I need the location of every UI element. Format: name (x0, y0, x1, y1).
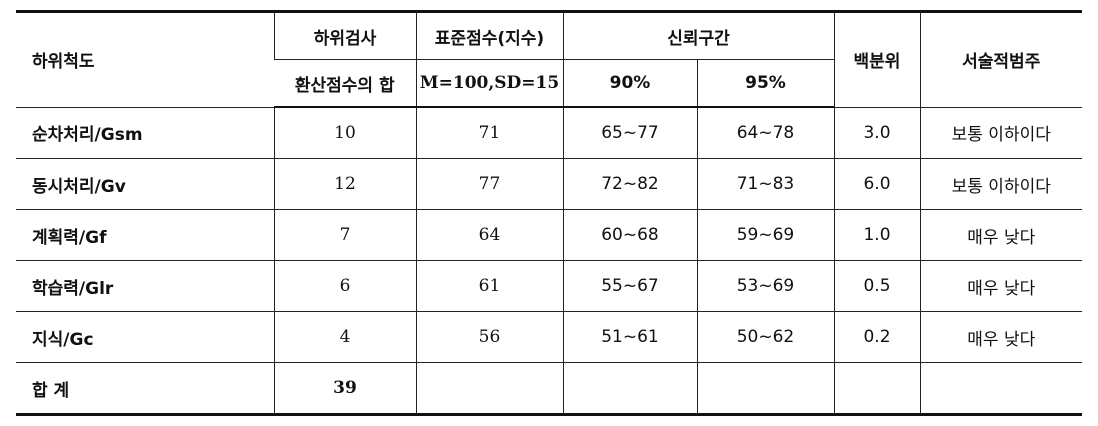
row-ci95: 59~69 (696, 209, 834, 261)
row-ci90: 60~68 (562, 209, 697, 261)
row-std: 64 (415, 209, 563, 261)
row-pct: 0.5 (833, 260, 920, 312)
row-ci95: 64~78 (696, 107, 834, 159)
row-sum: 4 (273, 311, 416, 363)
total-row: 합 계 39 (16, 362, 1082, 416)
header-ci95: 95% (696, 59, 834, 108)
row-cat: 매우 낮다 (919, 209, 1082, 261)
header-ci90: 90% (562, 59, 697, 108)
row-name: 동시처리/Gv (16, 158, 274, 210)
row-pct: 3.0 (833, 107, 920, 159)
total-sum: 39 (273, 362, 416, 416)
row-ci90: 51~61 (562, 311, 697, 363)
total-label: 합 계 (16, 362, 274, 416)
table-row: 지식/Gc 4 56 51~61 50~62 0.2 매우 낮다 (16, 311, 1082, 363)
header-standard: 표준점수(지수) (415, 10, 563, 60)
header-ci: 신뢰구간 (562, 10, 834, 60)
row-ci90: 65~77 (562, 107, 697, 159)
header-subtest-sub: 환산점수의 합 (274, 59, 416, 108)
row-ci95: 71~83 (696, 158, 834, 210)
row-cat: 매우 낮다 (919, 260, 1082, 312)
row-ci95: 53~69 (696, 260, 834, 312)
row-ci90: 72~82 (562, 158, 697, 210)
table-row: 학습력/Glr 6 61 55~67 53~69 0.5 매우 낮다 (16, 260, 1082, 312)
header-standard-sub: M=100,SD=15 (415, 59, 563, 108)
table-row: 동시처리/Gv 12 77 72~82 71~83 6.0 보통 이하이다 (16, 158, 1082, 210)
table-row: 순차처리/Gsm 10 71 65~77 64~78 3.0 보통 이하이다 (16, 107, 1082, 159)
table-row: 계획력/Gf 7 64 60~68 59~69 1.0 매우 낮다 (16, 209, 1082, 261)
header-percentile: 백분위 (833, 10, 920, 108)
empty-cell (415, 362, 563, 416)
row-std: 61 (415, 260, 563, 312)
row-name: 계획력/Gf (16, 209, 274, 261)
row-sum: 6 (273, 260, 416, 312)
row-pct: 0.2 (833, 311, 920, 363)
row-cat: 매우 낮다 (919, 311, 1082, 363)
row-name: 학습력/Glr (16, 260, 274, 312)
row-pct: 1.0 (833, 209, 920, 261)
row-name: 순차처리/Gsm (16, 107, 274, 159)
score-table: 하위척도 하위검사 표준점수(지수) 신뢰구간 백분위 서술적범주 환산점수의 … (16, 10, 1082, 416)
empty-cell (919, 362, 1082, 416)
empty-cell (562, 362, 697, 416)
row-sum: 10 (273, 107, 416, 159)
row-cat: 보통 이하이다 (919, 158, 1082, 210)
row-pct: 6.0 (833, 158, 920, 210)
row-std: 77 (415, 158, 563, 210)
row-sum: 12 (273, 158, 416, 210)
row-ci95: 50~62 (696, 311, 834, 363)
header-subscale: 하위척도 (16, 10, 274, 108)
row-std: 71 (415, 107, 563, 159)
row-name: 지식/Gc (16, 311, 274, 363)
header-subtest: 하위검사 (273, 10, 416, 60)
row-std: 56 (415, 311, 563, 363)
row-ci90: 55~67 (562, 260, 697, 312)
empty-cell (833, 362, 920, 416)
row-sum: 7 (273, 209, 416, 261)
empty-cell (696, 362, 834, 416)
header-category: 서술적범주 (919, 10, 1082, 108)
row-cat: 보통 이하이다 (919, 107, 1082, 159)
